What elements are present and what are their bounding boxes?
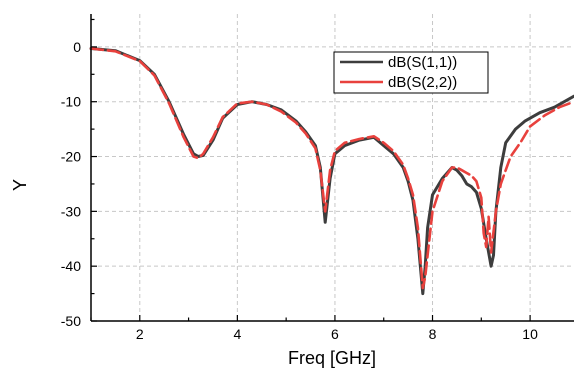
legend-label-s22: dB(S(2,2)) — [388, 74, 457, 91]
y-tick-label: 0 — [73, 39, 81, 55]
legend-label-s11: dB(S(1,1)) — [388, 54, 457, 71]
x-tick-label: 2 — [136, 326, 144, 342]
y-tick-label: -50 — [61, 313, 81, 329]
y-tick-label: -10 — [61, 94, 81, 110]
axes — [90, 14, 574, 322]
y-tick-label: -20 — [61, 149, 81, 165]
x-tick-label: 10 — [522, 326, 538, 342]
x-axis-title: Freq [GHz] — [288, 348, 376, 368]
x-tick-label: 8 — [429, 326, 437, 342]
y-axis-title: Y — [10, 179, 30, 191]
legend-box — [333, 51, 489, 94]
legend: dB(S(1,1)) dB(S(2,2)) — [333, 51, 489, 94]
y-tick-label: -40 — [61, 258, 81, 274]
y-tick-label: -30 — [61, 203, 81, 219]
x-tick-label: 6 — [331, 326, 339, 342]
series-layer — [89, 47, 574, 296]
x-tick-label: 4 — [233, 326, 241, 342]
series-line-s22 — [89, 47, 574, 290]
series-line-s11 — [89, 47, 574, 296]
tick-layer: 2 4 6 8 10 0 -10 -20 -30 -40 -50 — [61, 18, 538, 342]
